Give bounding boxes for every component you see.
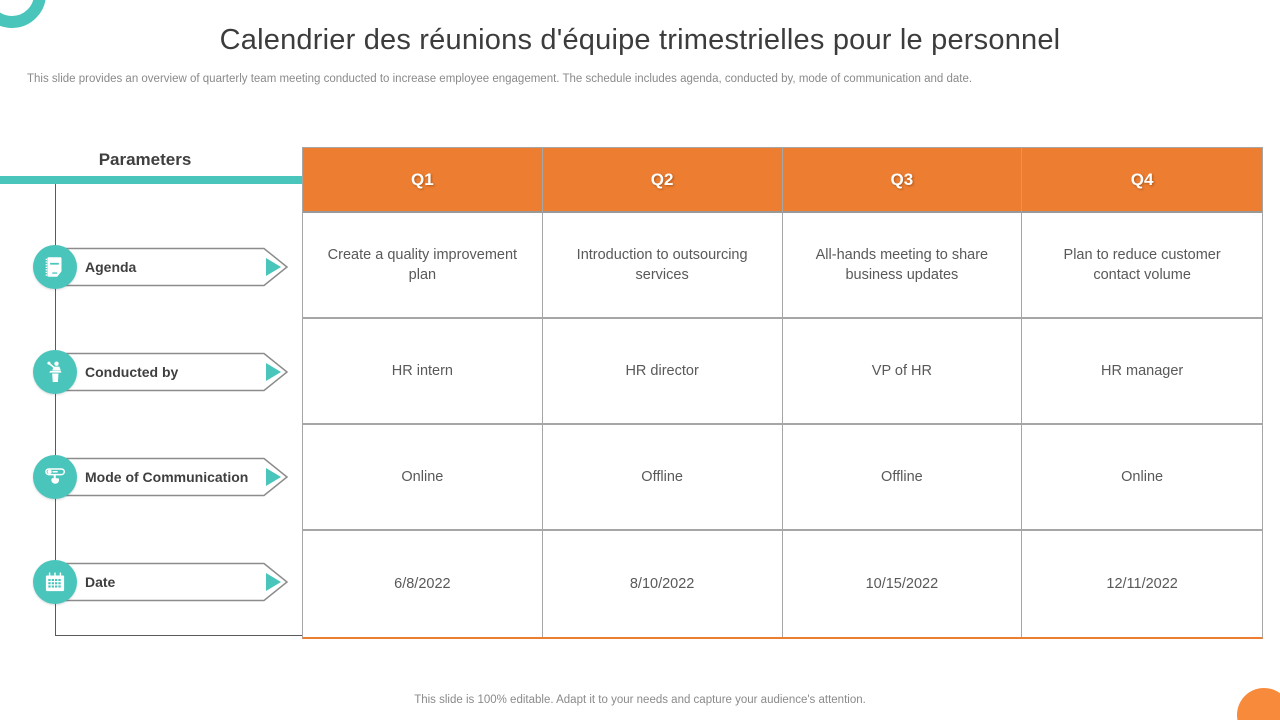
conducted-by-q1-cell: HR intern: [303, 319, 543, 425]
parameter-label-conducted-by: Conducted by: [85, 364, 179, 380]
date-q3-cell: 10/15/2022: [782, 531, 1023, 637]
parameters-heading: Parameters: [98, 150, 192, 169]
parameter-item-conducted-by: Conducted by: [33, 350, 295, 394]
q3-column-header: Q3: [782, 148, 1023, 213]
mode-q2-cell: Offline: [542, 425, 783, 531]
parameter-label-date: Date: [85, 574, 116, 590]
q4-column-header: Q4: [1022, 148, 1262, 213]
q1-column-header: Q1: [303, 148, 543, 213]
agenda-q2-cell: Introduction to outsourcing services: [542, 213, 783, 319]
date-q4-cell: 12/11/2022: [1022, 531, 1262, 637]
agenda-notepad-icon: [33, 245, 77, 289]
mode-q4-cell: Online: [1022, 425, 1262, 531]
mode-q1-cell: Online: [303, 425, 543, 531]
toggle-hand-icon: [33, 455, 77, 499]
conducted-by-q3-cell: VP of HR: [782, 319, 1023, 425]
agenda-q1-cell: Create a quality improvement plan: [303, 213, 543, 319]
q2-column-header: Q2: [542, 148, 783, 213]
date-q1-cell: 6/8/2022: [303, 531, 543, 637]
calendar-icon: [33, 560, 77, 604]
date-q2-cell: 8/10/2022: [542, 531, 783, 637]
parameter-label-mode-of-communication: Mode of Communication: [85, 469, 249, 485]
agenda-q4-cell: Plan to reduce customer contact volume: [1022, 213, 1262, 319]
parameter-item-date: Date: [33, 560, 295, 604]
mode-q3-cell: Offline: [782, 425, 1023, 531]
speaker-podium-icon: [33, 350, 77, 394]
connector-horizontal-line: [55, 635, 302, 636]
parameter-item-mode-of-communication: Mode of Communication: [33, 455, 295, 499]
teal-divider-bar: [0, 176, 302, 184]
editable-note: This slide is 100% editable. Adapt it to…: [414, 694, 866, 706]
agenda-q3-cell: All-hands meeting to share business upda…: [782, 213, 1023, 319]
page-title: Calendrier des réunions d'équipe trimest…: [219, 24, 1061, 56]
conducted-by-q4-cell: HR manager: [1022, 319, 1262, 425]
parameter-item-agenda: Agenda: [33, 245, 295, 289]
quarterly-schedule-table: Q1 Q2 Q3 Q4 Create a quality improvement…: [302, 147, 1263, 639]
parameter-label-agenda: Agenda: [85, 259, 137, 275]
conducted-by-q2-cell: HR director: [542, 319, 783, 425]
connector-vertical-line: [55, 184, 56, 635]
orange-corner-decoration: [1237, 688, 1280, 720]
slide-subtitle: This slide provides an overview of quart…: [27, 73, 973, 85]
